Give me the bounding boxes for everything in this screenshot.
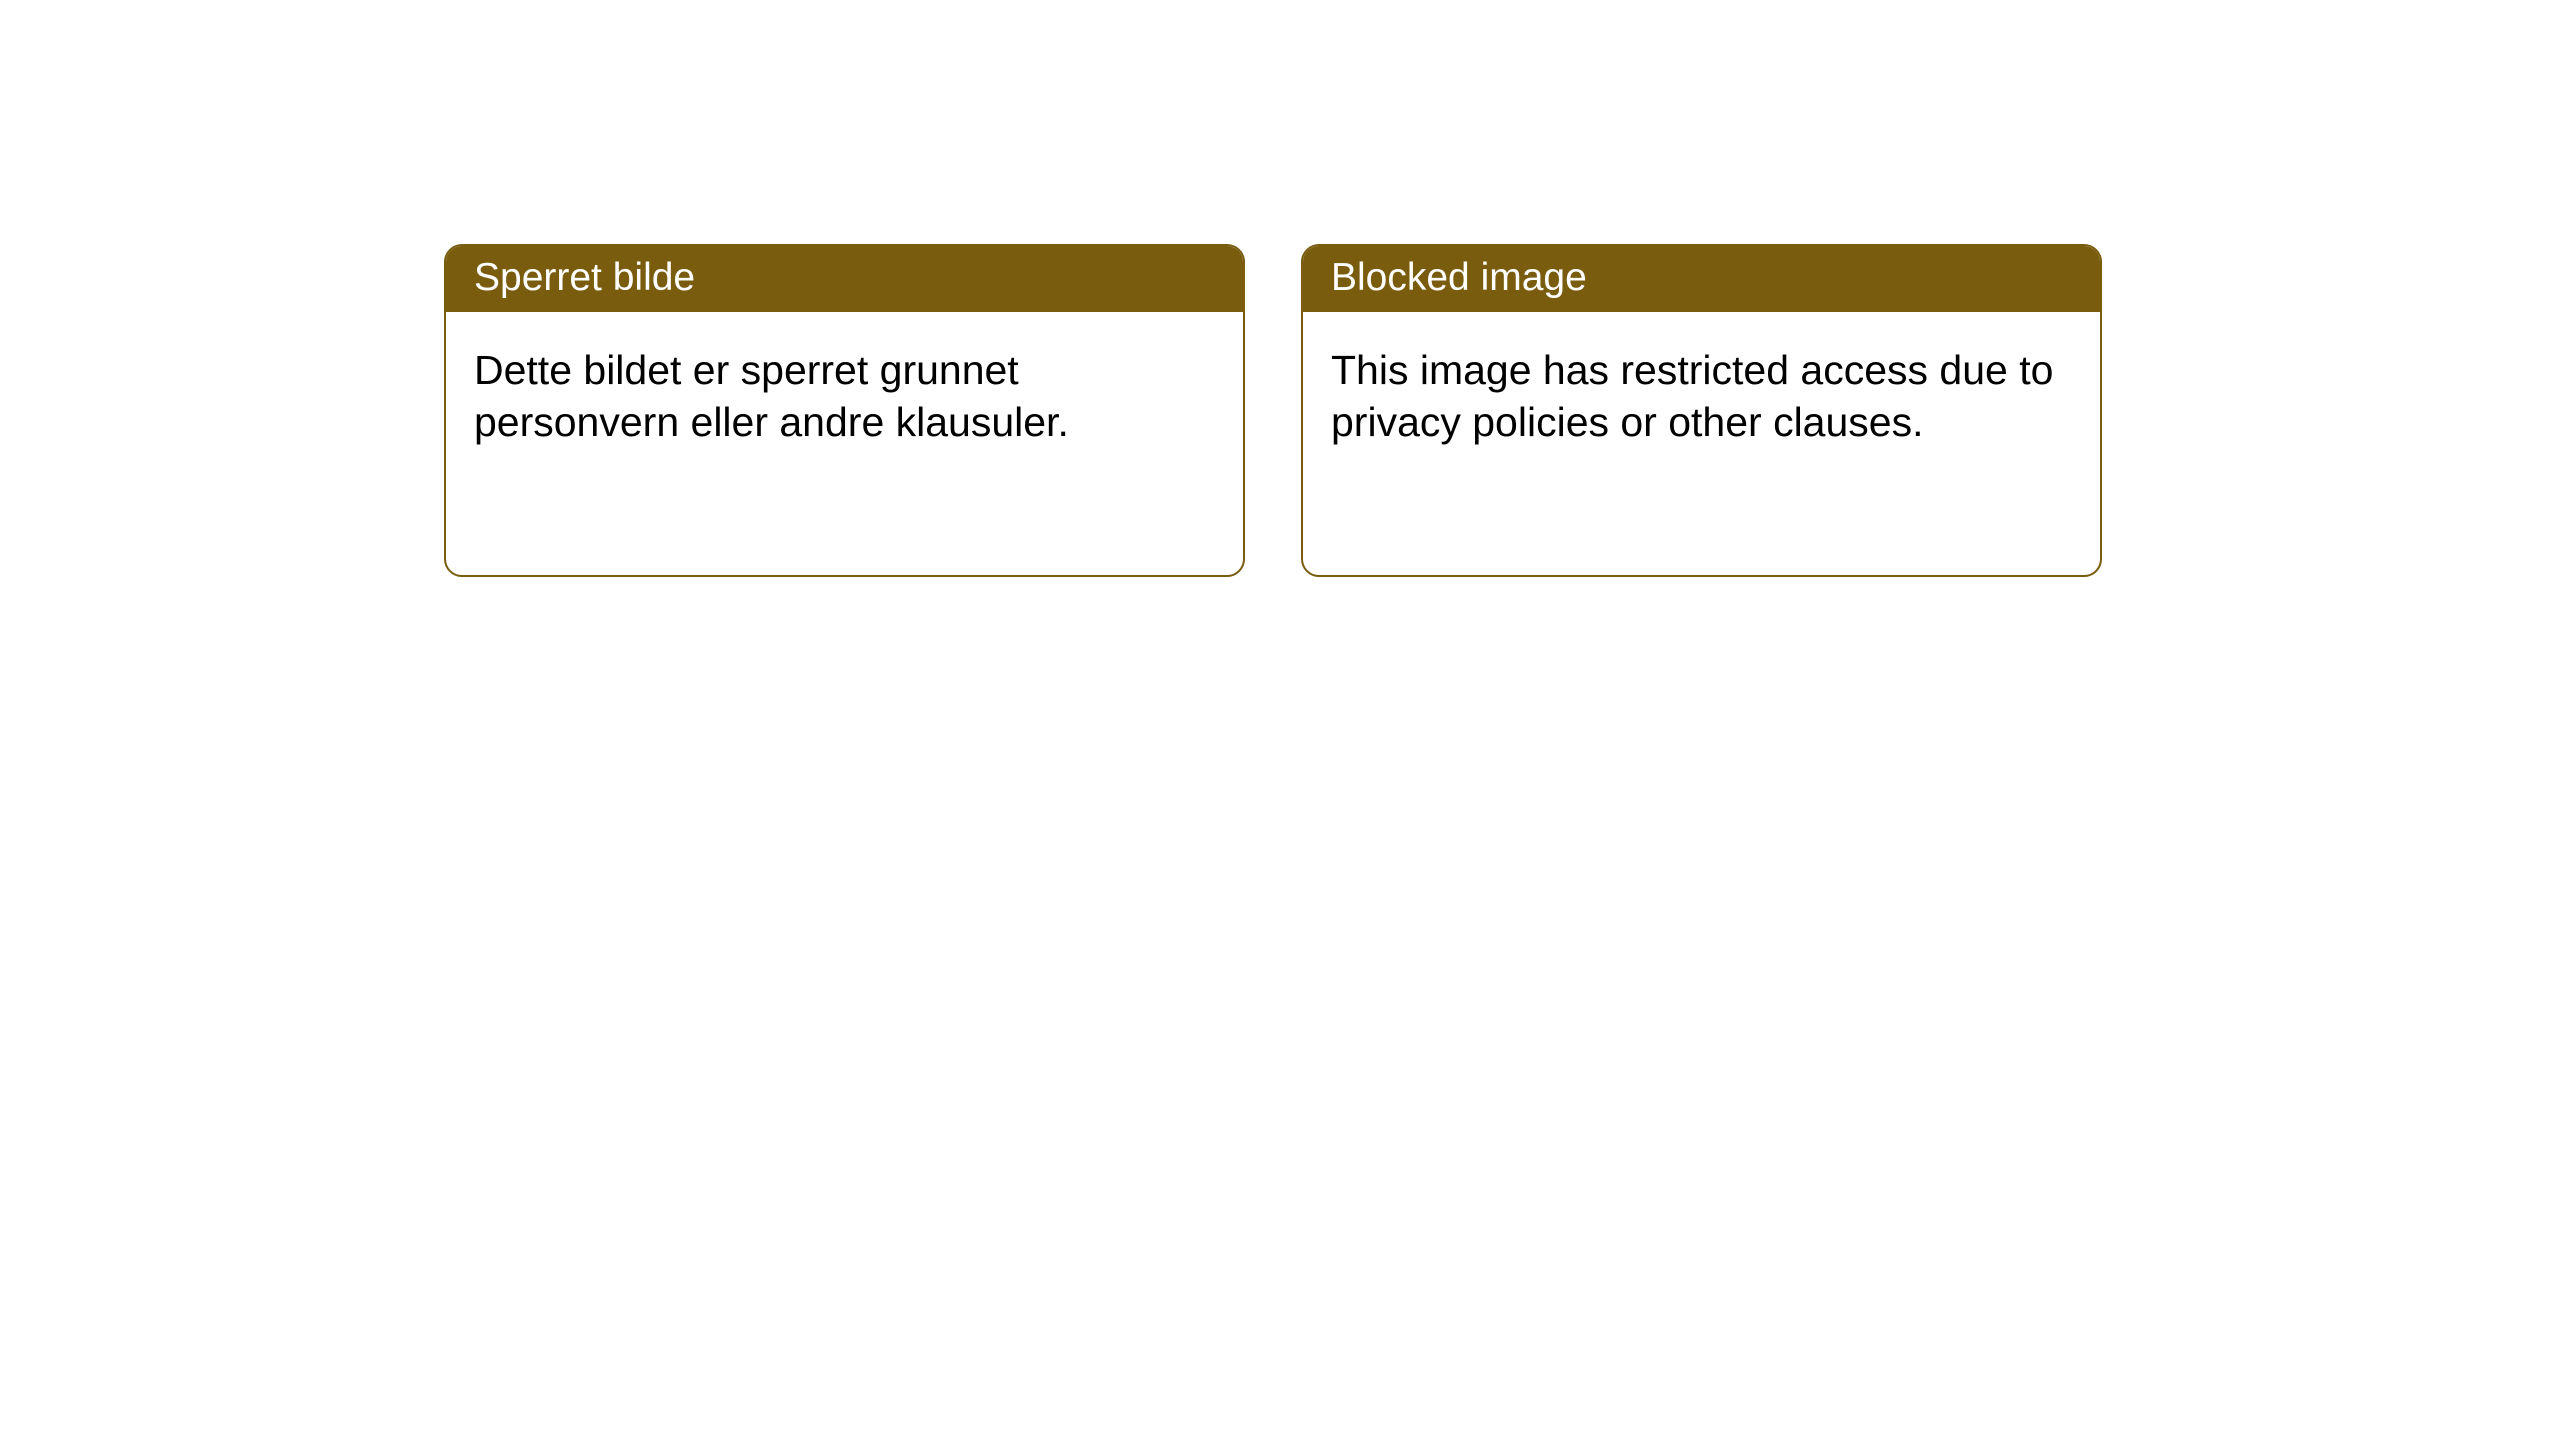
notice-card-right: Blocked image This image has restricted … [1301, 244, 2102, 577]
notice-header-left: Sperret bilde [446, 246, 1243, 312]
notice-card-left: Sperret bilde Dette bildet er sperret gr… [444, 244, 1245, 577]
notice-header-right: Blocked image [1303, 246, 2100, 312]
notice-container: Sperret bilde Dette bildet er sperret gr… [0, 0, 2560, 577]
notice-body-right: This image has restricted access due to … [1303, 312, 2100, 481]
notice-body-left: Dette bildet er sperret grunnet personve… [446, 312, 1243, 481]
